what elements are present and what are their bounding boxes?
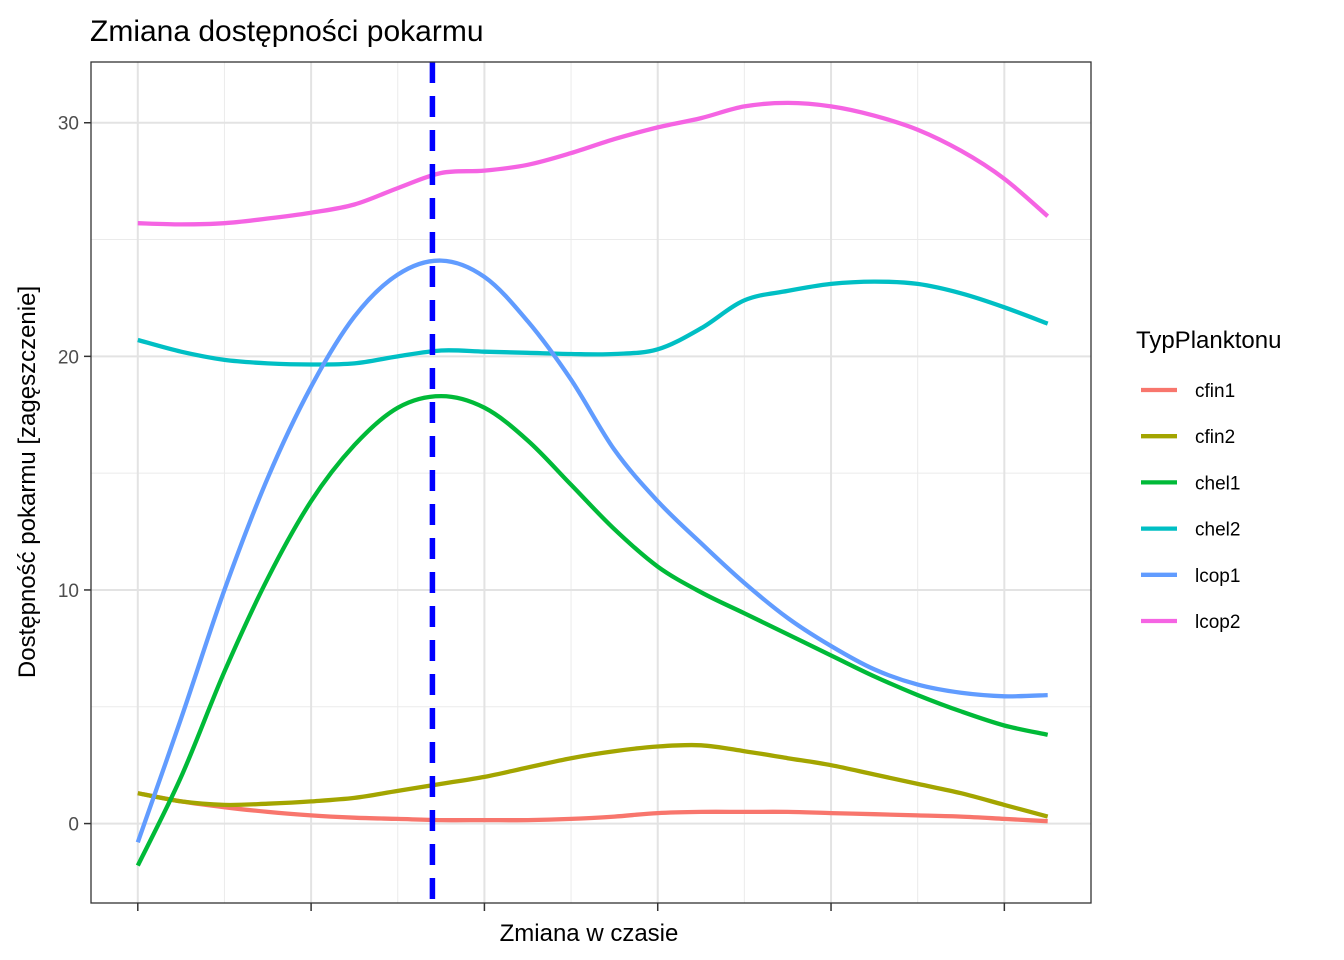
legend-items: cfin1 cfin2 chel1 chel2 lcop1 lcop2 bbox=[1141, 381, 1240, 633]
legend-label-chel2: chel2 bbox=[1195, 520, 1240, 541]
y-tick-label: 10 bbox=[58, 581, 79, 602]
y-axis-ticks: 0 10 20 30 bbox=[58, 114, 91, 836]
series-line-cfin1 bbox=[137, 791, 1048, 824]
series-lines bbox=[135, 100, 1050, 867]
grid-major-x bbox=[136, 62, 1006, 903]
plot-panel bbox=[91, 62, 1091, 903]
series-line-cfin2 bbox=[137, 742, 1049, 819]
legend: TypPlanktonu cfin1 cfin2 chel1 chel2 lcop1 lc… bbox=[1136, 327, 1281, 633]
series-line-chel1 bbox=[135, 393, 1049, 867]
legend-label-lcop1: lcop1 bbox=[1195, 566, 1240, 587]
grid-major-y bbox=[91, 121, 1091, 825]
legend-label-chel1: chel1 bbox=[1195, 473, 1240, 494]
series-line-lcop1 bbox=[135, 258, 1048, 844]
x-axis-ticks bbox=[137, 903, 1006, 911]
series-line-lcop2 bbox=[137, 100, 1050, 227]
chart-title: Zmiana dostępności pokarmu bbox=[90, 15, 484, 48]
grid-minor-y bbox=[91, 239, 1091, 708]
legend-label-cfin2: cfin2 bbox=[1195, 427, 1235, 448]
y-axis-title: Dostępność pokarmu [zagęszczenie] bbox=[14, 286, 41, 678]
legend-label-cfin1: cfin1 bbox=[1195, 381, 1235, 402]
x-axis-title: Zmiana w czasie bbox=[500, 920, 679, 947]
y-tick-label: 30 bbox=[58, 114, 79, 135]
plot-panel-border bbox=[90, 61, 1092, 904]
series-line-chel2 bbox=[137, 279, 1049, 367]
legend-title: TypPlanktonu bbox=[1136, 327, 1281, 354]
y-tick-label: 0 bbox=[68, 815, 79, 836]
legend-label-lcop2: lcop2 bbox=[1195, 612, 1240, 633]
y-tick-label: 20 bbox=[58, 347, 79, 368]
